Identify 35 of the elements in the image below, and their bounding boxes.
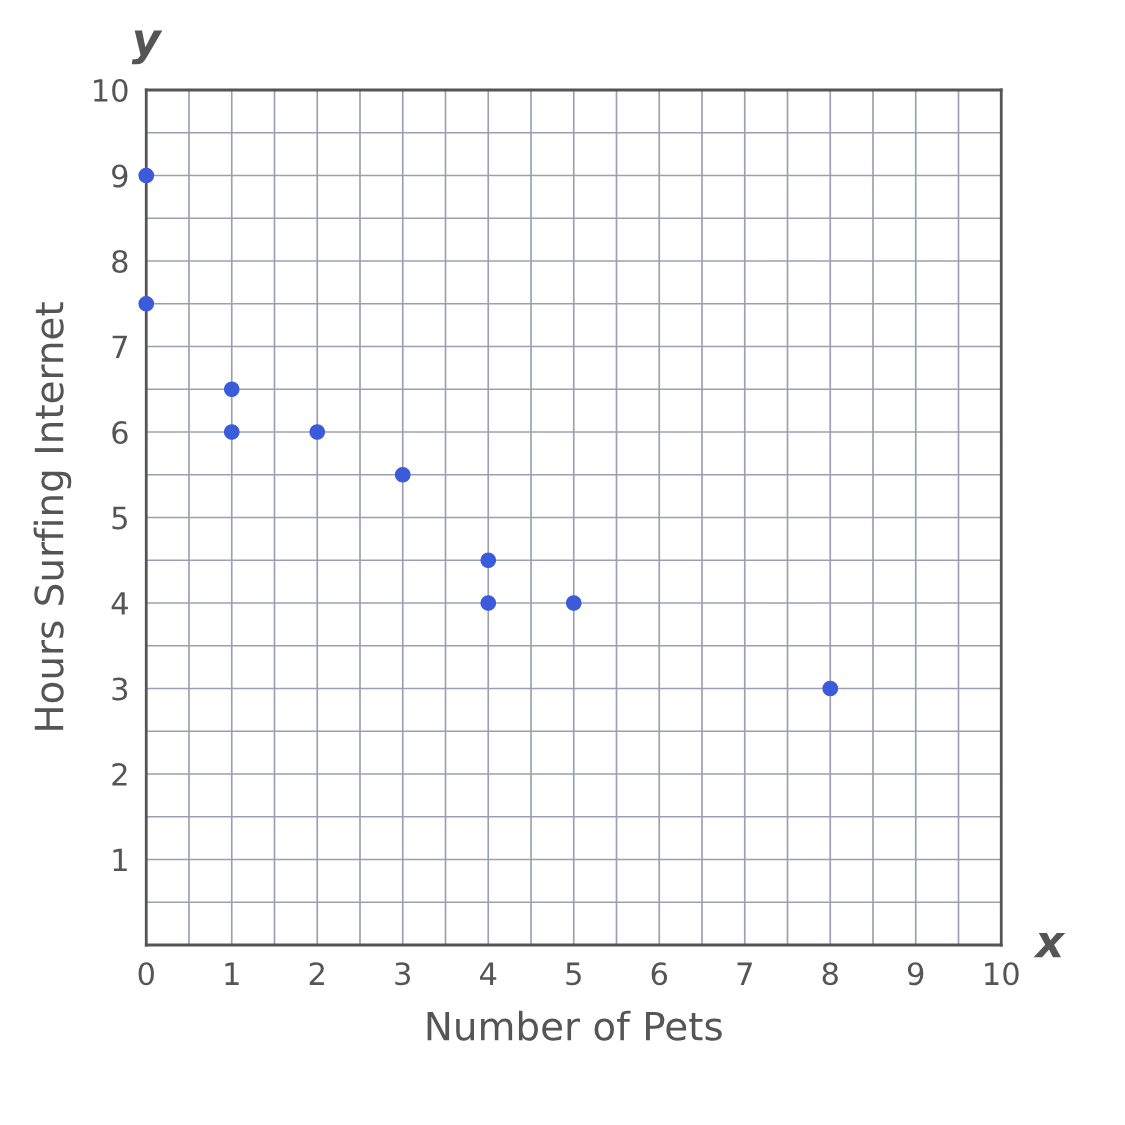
point — [480, 552, 497, 569]
point — [138, 295, 155, 312]
y-tick-label: 2 — [112, 762, 127, 786]
x-tick-label: 8 — [822, 962, 838, 986]
y-tick-label: 6 — [112, 420, 128, 445]
point — [394, 466, 411, 483]
x-tick-label: 0 — [138, 962, 154, 986]
y-tick-label: 7 — [112, 335, 127, 359]
x-tick-label: 1 — [225, 962, 239, 985]
point — [223, 424, 240, 440]
x-tick-label: 10 — [985, 962, 1019, 986]
y-tick-label: 4 — [111, 592, 128, 615]
y-axis-title: Hours Surfing Internet — [33, 302, 72, 730]
y-tick-label: 3 — [112, 677, 128, 701]
x-tick-label: 5 — [566, 962, 581, 986]
x-tick-label: 4 — [480, 962, 497, 985]
x-tick-label: 9 — [907, 962, 924, 986]
x-axis-title: Number of Pets — [427, 1010, 722, 1041]
point — [822, 680, 839, 697]
y-tick-label: 1 — [113, 848, 127, 872]
x-tick-label: 3 — [395, 962, 411, 986]
y-tick-label: 8 — [112, 249, 128, 274]
text: y — [131, 30, 163, 65]
point — [223, 381, 240, 398]
point — [138, 167, 155, 184]
point — [309, 424, 326, 440]
x-tick-label: 7 — [737, 962, 752, 985]
point — [565, 595, 582, 611]
y-tick-label: 10 — [94, 78, 128, 103]
y-tick-label: 5 — [112, 506, 127, 530]
point — [480, 595, 497, 611]
x-tick-label: 2 — [309, 962, 324, 985]
x-tick-label: 6 — [651, 962, 668, 986]
y-tick-label: 9 — [112, 164, 128, 188]
text: x — [1033, 932, 1066, 958]
